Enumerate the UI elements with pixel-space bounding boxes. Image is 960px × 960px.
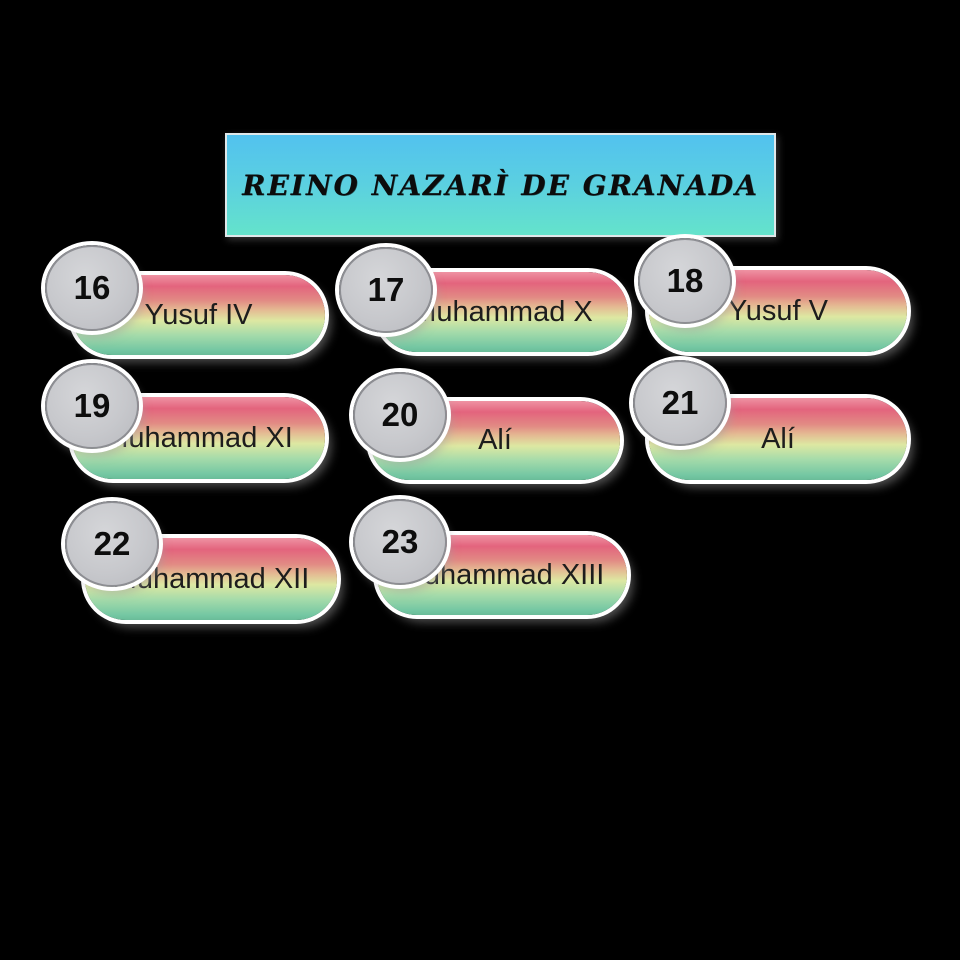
number-badge: 19 [45,363,139,449]
badge-number: 16 [73,269,111,306]
badge-number: 21 [661,384,699,421]
badge-number: 20 [381,396,419,433]
number-badge: 16 [45,245,139,331]
badge-number: 18 [666,262,704,299]
number-badge: 21 [633,360,727,446]
number-badge: 18 [638,238,732,324]
ruler-pill: Muhammad XII [85,538,337,620]
title-box: REINO NAZARÌ DE GRANADA [225,133,776,237]
title-text: REINO NAZARÌ DE GRANADA [242,168,759,202]
number-badge: 22 [65,501,159,587]
number-badge: 23 [353,499,447,585]
ruler-name: Alí [478,424,512,456]
ruler-name: Alí [761,422,795,455]
number-badge: 20 [353,372,447,458]
ruler-name: Yusuf IV [144,298,253,331]
badge-number: 23 [381,523,419,560]
badge-number: 17 [367,271,405,308]
ruler-name: Yusuf V [728,294,828,327]
ruler-name: Muhammad XI [104,421,293,454]
badge-number: 19 [73,387,111,424]
badge-number: 22 [93,525,131,562]
number-badge: 17 [339,247,433,333]
ruler-name: Muhammad X [412,295,593,328]
